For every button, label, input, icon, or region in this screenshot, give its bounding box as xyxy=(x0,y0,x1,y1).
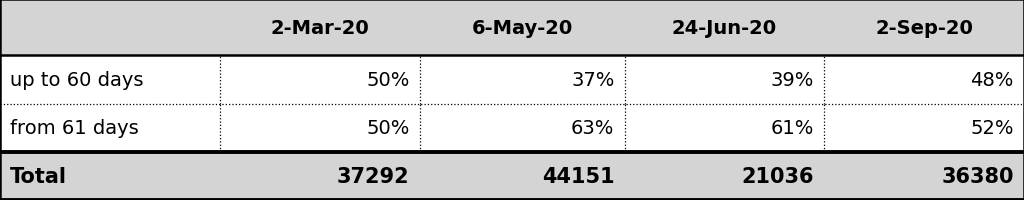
Text: 6-May-20: 6-May-20 xyxy=(472,19,572,37)
Text: 37292: 37292 xyxy=(337,166,410,186)
Text: 44151: 44151 xyxy=(542,166,614,186)
Text: 52%: 52% xyxy=(971,119,1014,137)
Text: 39%: 39% xyxy=(771,71,814,89)
Bar xyxy=(0,152,1024,200)
Text: 24-Jun-20: 24-Jun-20 xyxy=(672,19,777,37)
Text: 37%: 37% xyxy=(571,71,614,89)
Text: 63%: 63% xyxy=(571,119,614,137)
Bar xyxy=(0,104,1024,152)
Bar xyxy=(0,0,1024,56)
Text: 61%: 61% xyxy=(771,119,814,137)
Text: Total: Total xyxy=(10,166,68,186)
Text: 2-Sep-20: 2-Sep-20 xyxy=(876,19,973,37)
Text: 50%: 50% xyxy=(367,119,410,137)
Text: up to 60 days: up to 60 days xyxy=(10,71,143,89)
Text: 50%: 50% xyxy=(367,71,410,89)
Bar xyxy=(0,56,1024,104)
Text: from 61 days: from 61 days xyxy=(10,119,139,137)
Text: 2-Mar-20: 2-Mar-20 xyxy=(270,19,370,37)
Text: 21036: 21036 xyxy=(741,166,814,186)
Text: 48%: 48% xyxy=(971,71,1014,89)
Text: 36380: 36380 xyxy=(941,166,1014,186)
